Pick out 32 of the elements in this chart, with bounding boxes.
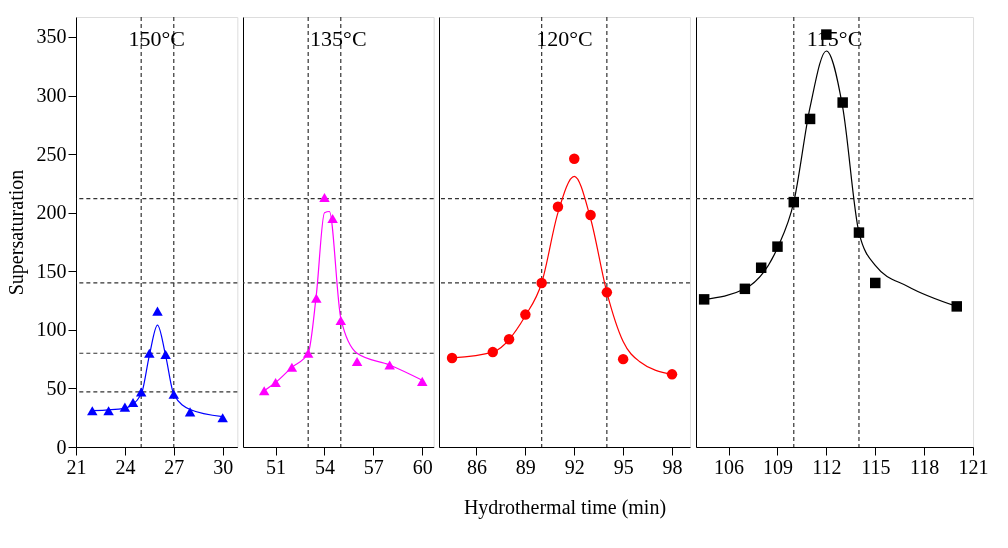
x-tick-label: 21 bbox=[66, 455, 87, 478]
x-tick-label: 24 bbox=[115, 455, 136, 478]
y-tick-label: 50 bbox=[46, 376, 67, 399]
x-tick-label: 121 bbox=[958, 455, 989, 478]
y-tick-label: 300 bbox=[36, 84, 67, 106]
y-tick-label: 250 bbox=[36, 142, 67, 165]
x-tick-label: 27 bbox=[164, 455, 185, 478]
x-tick-label: 109 bbox=[762, 455, 793, 478]
y-tick-label: 0 bbox=[56, 435, 67, 458]
y-tick-label: 200 bbox=[36, 201, 67, 224]
x-tick-label: 112 bbox=[812, 455, 842, 478]
y-tick-label: 350 bbox=[36, 25, 67, 48]
x-tick-label: 54 bbox=[314, 455, 335, 478]
x-tick-label: 95 bbox=[613, 455, 634, 478]
y-tick-label: 100 bbox=[36, 318, 67, 341]
annotation: 150°C bbox=[128, 26, 185, 51]
x-tick-label: 30 bbox=[213, 455, 234, 478]
annotation: 120°C bbox=[536, 26, 593, 51]
x-tick-label: 98 bbox=[662, 455, 683, 478]
x-tick-label: 106 bbox=[714, 455, 745, 478]
x-axis-title: Hydrothermal time (min) bbox=[463, 495, 667, 519]
x-tick-label: 60 bbox=[412, 455, 433, 478]
x-tick-label: 118 bbox=[910, 455, 940, 478]
y-axis-title: Supersaturation bbox=[4, 169, 28, 296]
x-tick-label: 51 bbox=[266, 455, 287, 478]
annotation: 135°C bbox=[310, 26, 367, 51]
y-tick-label: 150 bbox=[36, 259, 67, 282]
x-tick-label: 115 bbox=[861, 455, 891, 478]
x-tick-label: 57 bbox=[363, 455, 384, 478]
x-tick-label: 92 bbox=[564, 455, 585, 478]
x-tick-label: 86 bbox=[466, 455, 487, 478]
x-tick-label: 89 bbox=[515, 455, 536, 478]
